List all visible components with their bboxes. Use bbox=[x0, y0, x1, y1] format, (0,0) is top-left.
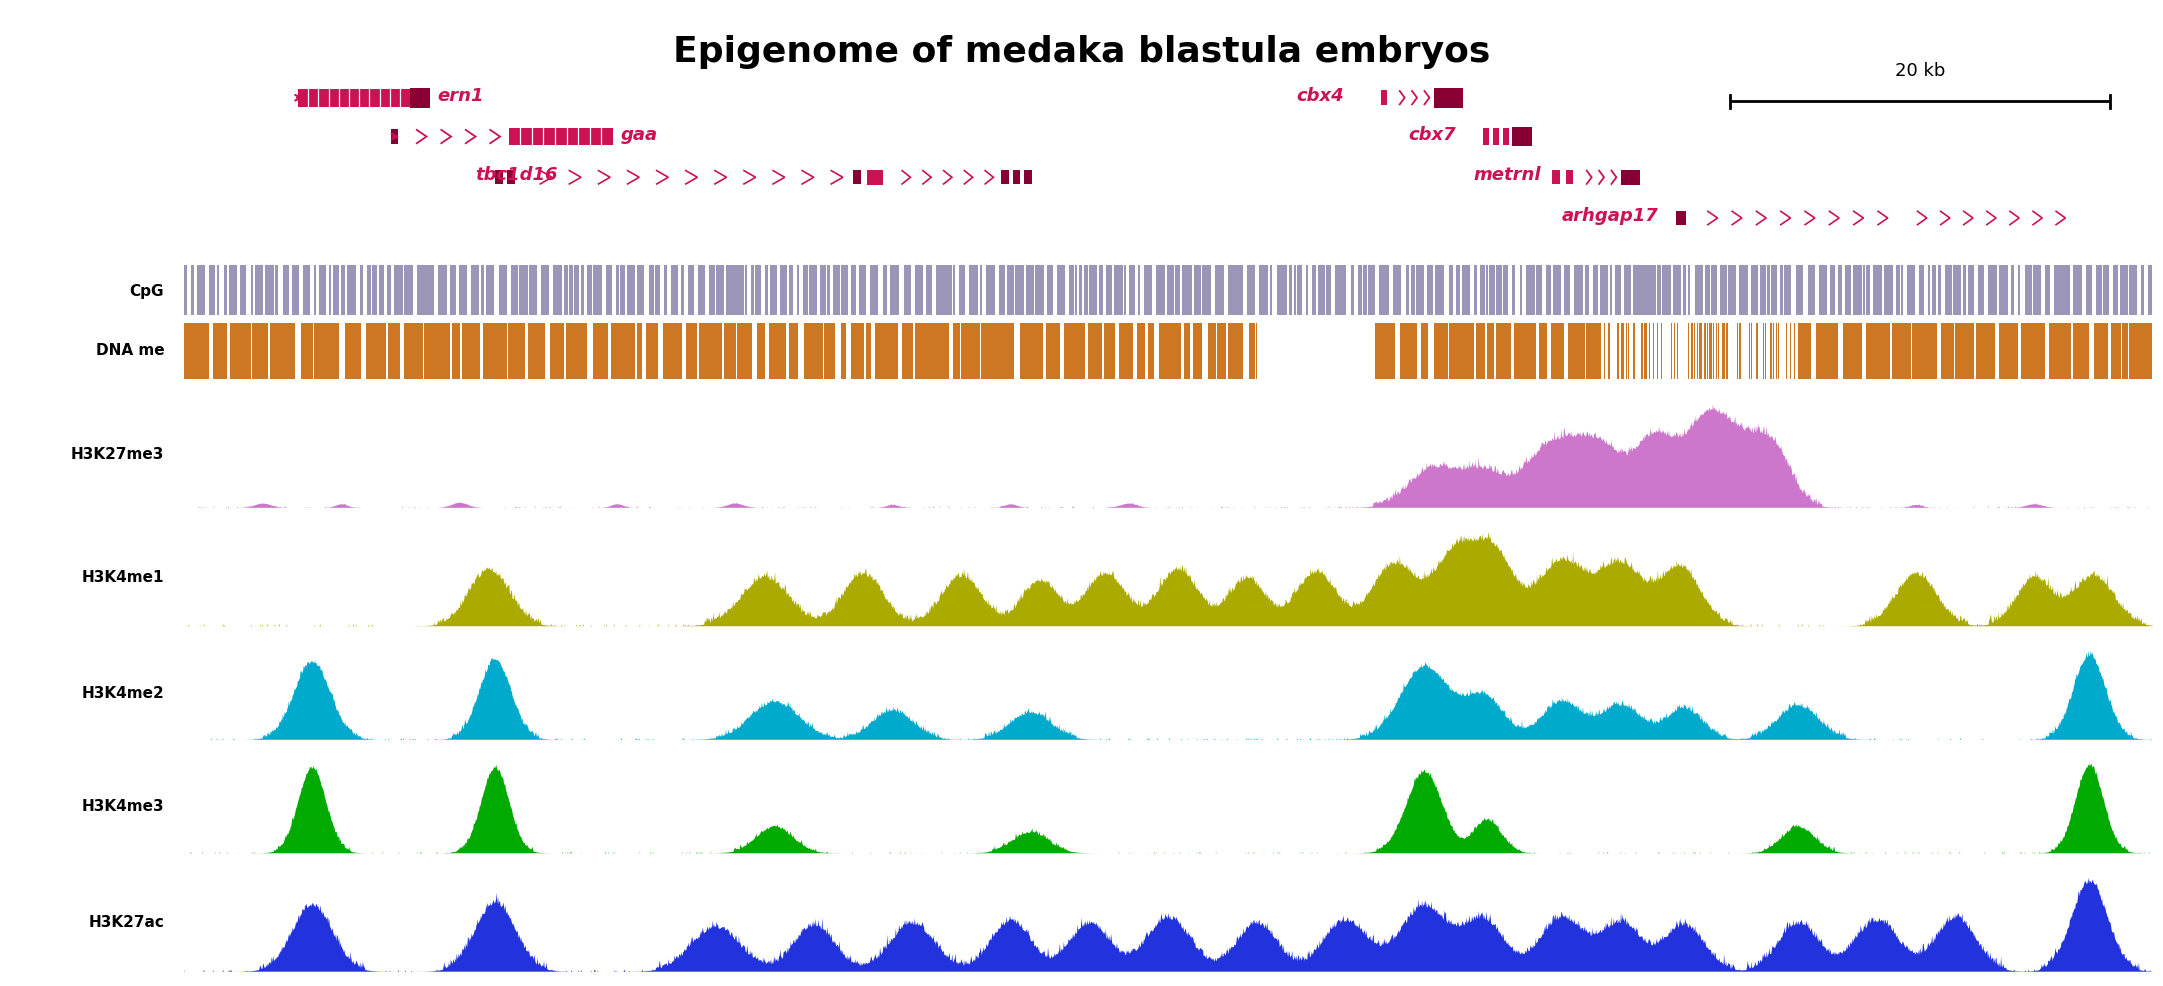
Bar bbox=[1484, 129, 1488, 146]
Text: tbc1d16: tbc1d16 bbox=[476, 167, 558, 184]
Text: H3K27me3: H3K27me3 bbox=[71, 446, 164, 461]
Bar bbox=[1551, 172, 1560, 185]
Text: gaa: gaa bbox=[621, 125, 658, 143]
Text: CpG: CpG bbox=[130, 283, 164, 299]
Bar bbox=[1380, 92, 1386, 106]
Bar bbox=[1492, 129, 1499, 146]
Text: arhgap17: arhgap17 bbox=[1562, 207, 1659, 225]
Bar bbox=[1566, 172, 1573, 185]
Bar bbox=[1434, 89, 1462, 108]
Bar bbox=[1025, 172, 1032, 185]
Bar bbox=[298, 90, 411, 107]
Bar bbox=[506, 172, 515, 185]
Bar bbox=[1620, 171, 1640, 185]
Bar bbox=[852, 172, 861, 185]
Bar bbox=[495, 172, 502, 185]
Bar bbox=[1001, 172, 1008, 185]
Text: H3K27ac: H3K27ac bbox=[89, 914, 164, 930]
Bar bbox=[508, 129, 612, 146]
Bar bbox=[867, 171, 883, 185]
Bar bbox=[1512, 128, 1531, 147]
Text: cbx4: cbx4 bbox=[1296, 87, 1343, 105]
Text: H3K4me1: H3K4me1 bbox=[82, 569, 164, 585]
Text: metrnl: metrnl bbox=[1473, 167, 1540, 184]
Text: H3K4me3: H3K4me3 bbox=[82, 799, 164, 813]
Text: Epigenome of medaka blastula embryos: Epigenome of medaka blastula embryos bbox=[673, 35, 1490, 68]
Bar bbox=[1676, 212, 1685, 226]
Bar bbox=[392, 130, 398, 145]
Text: ern1: ern1 bbox=[437, 87, 485, 105]
Text: cbx7: cbx7 bbox=[1408, 125, 1456, 143]
Text: 20 kb: 20 kb bbox=[1895, 62, 1945, 80]
Text: DNA me: DNA me bbox=[95, 342, 164, 358]
Bar bbox=[1012, 172, 1021, 185]
Bar bbox=[1503, 129, 1508, 146]
Bar bbox=[411, 89, 430, 108]
Text: H3K4me2: H3K4me2 bbox=[82, 685, 164, 700]
